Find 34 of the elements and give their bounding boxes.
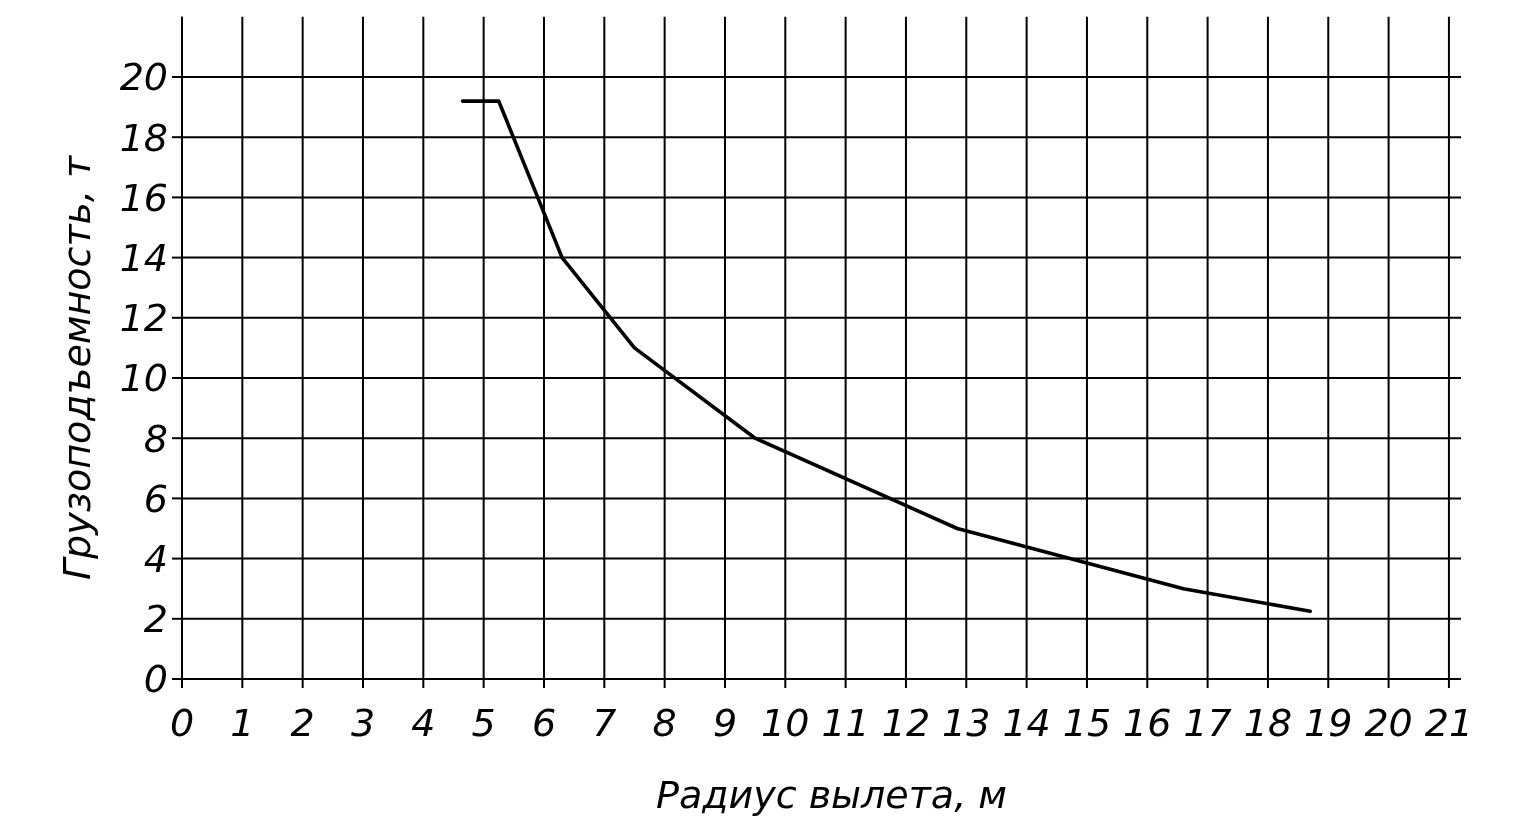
y-tick-label: 16	[119, 175, 168, 220]
x-tick-label: 1	[230, 701, 255, 745]
x-tick-label: 9	[712, 701, 738, 745]
x-tick-label: 8	[652, 701, 677, 745]
y-tick-label: 10	[119, 356, 168, 401]
x-tick-label: 14	[1002, 701, 1051, 745]
x-tick-label: 21	[1424, 701, 1474, 745]
x-axis-title: Радиус вылета, м	[656, 773, 1007, 817]
y-tick-label: 6	[143, 476, 168, 521]
x-tick-label: 2	[290, 701, 315, 745]
y-tick-label: 0	[143, 657, 168, 702]
y-tick-label: 8	[143, 416, 168, 461]
x-tick-label: 20	[1364, 701, 1413, 745]
y-tick-label: 12	[119, 296, 168, 341]
x-tick-label: 16	[1123, 701, 1172, 745]
x-tick-label: 3	[350, 701, 376, 745]
x-tick-label: 17	[1183, 701, 1232, 745]
y-tick-label: 4	[143, 536, 168, 581]
x-tick-label: 18	[1243, 701, 1293, 745]
x-tick-label: 10	[761, 701, 810, 745]
y-tick-label: 14	[119, 235, 168, 280]
x-tick-label: 6	[531, 701, 557, 745]
y-tick-label: 2	[143, 597, 168, 642]
y-axis-title: Грузоподъемность, т	[55, 153, 99, 581]
x-tick-label: 11	[821, 701, 870, 745]
x-tick-label: 19	[1304, 701, 1353, 745]
y-tick-label: 18	[119, 115, 168, 160]
x-tick-label: 15	[1062, 701, 1112, 745]
x-tick-label: 4	[411, 701, 436, 745]
x-tick-label: 13	[942, 701, 991, 745]
x-tick-label: 5	[471, 701, 496, 745]
x-tick-label: 7	[592, 701, 617, 745]
y-tick-label: 20	[119, 55, 168, 100]
x-tick-label: 12	[881, 701, 931, 745]
